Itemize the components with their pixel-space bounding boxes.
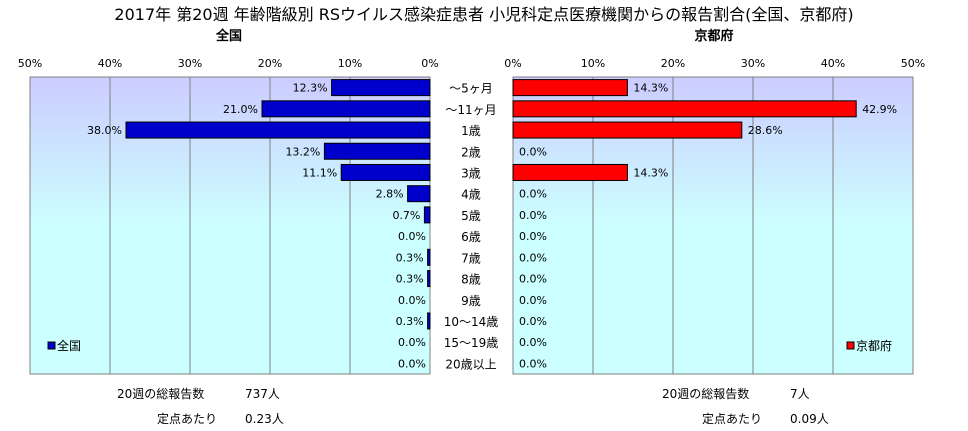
category-label: 5歳 <box>461 209 481 223</box>
national-bar <box>323 142 431 160</box>
national-legend-swatch <box>47 341 56 350</box>
kyoto-data-label: 0.0% <box>519 315 547 328</box>
kyoto-tick-label: 40% <box>821 57 845 70</box>
kyoto-data-label: 42.9% <box>862 103 897 116</box>
kyoto-tick-label: 30% <box>741 57 765 70</box>
kyoto-total-label: 20週の総報告数 <box>662 387 750 401</box>
national-bar <box>407 185 431 203</box>
category-label: 4歳 <box>461 188 481 202</box>
national-per-label: 定点あたり <box>157 412 218 426</box>
kyoto-bar <box>512 121 743 139</box>
kyoto-bar <box>512 163 628 181</box>
kyoto-data-label: 0.0% <box>519 357 547 370</box>
kyoto-data-label: 0.0% <box>519 336 547 349</box>
kyoto-bar <box>512 100 857 118</box>
national-bar <box>427 248 431 266</box>
category-label: 2歳 <box>461 145 481 159</box>
kyoto-data-label: 0.0% <box>519 251 547 264</box>
kyoto-per-value: 0.09人 <box>790 412 829 426</box>
kyoto-data-label: 0.0% <box>519 273 547 286</box>
national-legend-label: 全国 <box>57 338 81 353</box>
category-label: 3歳 <box>461 166 481 180</box>
national-tick-label: 40% <box>98 57 122 70</box>
national-tick-label: 10% <box>338 57 362 70</box>
category-label: 20歳以上 <box>445 357 496 371</box>
national-tick-label: 20% <box>258 57 282 70</box>
category-label: ～11ヶ月 <box>445 103 496 117</box>
kyoto-data-label: 0.0% <box>519 188 547 201</box>
national-data-label: 13.2% <box>285 145 320 158</box>
category-label: 6歳 <box>461 230 481 244</box>
national-bar <box>340 163 431 181</box>
national-tick-label: 50% <box>18 57 42 70</box>
kyoto-per-label: 定点あたり <box>702 412 763 426</box>
kyoto-data-label: 0.0% <box>519 294 547 307</box>
national-bar <box>125 121 431 139</box>
kyoto-tick-label: 10% <box>581 57 605 70</box>
national-data-label: 38.0% <box>87 124 122 137</box>
chart-title: 2017年 第20週 年齢階級別 RSウイルス感染症患者 小児科定点医療機関から… <box>114 5 853 24</box>
national-data-label: 0.3% <box>396 315 424 328</box>
national-bar <box>331 79 431 97</box>
national-data-label: 11.1% <box>302 166 337 179</box>
national-data-label: 0.0% <box>398 357 426 370</box>
kyoto-total-value: 7人 <box>790 387 810 401</box>
category-label: 9歳 <box>461 294 481 308</box>
national-bar <box>423 206 431 224</box>
national-data-label: 21.0% <box>223 103 258 116</box>
national-data-label: 0.0% <box>398 230 426 243</box>
national-tick-label: 0% <box>421 57 438 70</box>
kyoto-data-label: 14.3% <box>633 82 668 95</box>
national-data-label: 12.3% <box>293 82 328 95</box>
national-subtitle: 全国 <box>215 28 242 44</box>
national-tick-label: 30% <box>178 57 202 70</box>
category-label: 8歳 <box>461 273 481 287</box>
category-label: 15～19歳 <box>444 336 499 350</box>
kyoto-data-label: 0.0% <box>519 209 547 222</box>
national-bar <box>427 270 431 288</box>
national-data-label: 2.8% <box>376 188 404 201</box>
kyoto-data-label: 0.0% <box>519 145 547 158</box>
national-total-value: 737人 <box>245 387 280 401</box>
kyoto-bar <box>512 79 628 97</box>
national-bar <box>427 312 431 330</box>
national-data-label: 0.3% <box>396 251 424 264</box>
category-label: 1歳 <box>461 124 481 138</box>
kyoto-data-label: 0.0% <box>519 230 547 243</box>
kyoto-subtitle: 京都府 <box>694 28 733 44</box>
kyoto-legend-label: 京都府 <box>856 338 892 353</box>
kyoto-tick-label: 0% <box>504 57 521 70</box>
kyoto-tick-label: 20% <box>661 57 685 70</box>
national-data-label: 0.7% <box>392 209 420 222</box>
kyoto-tick-label: 50% <box>901 57 925 70</box>
kyoto-legend-swatch <box>846 341 855 350</box>
national-per-value: 0.23人 <box>245 412 284 426</box>
kyoto-data-label: 14.3% <box>633 166 668 179</box>
national-data-label: 0.0% <box>398 294 426 307</box>
kyoto-data-label: 28.6% <box>748 124 783 137</box>
category-label: ～5ヶ月 <box>449 82 493 96</box>
national-data-label: 0.0% <box>398 336 426 349</box>
category-label: 10～14歳 <box>444 315 499 329</box>
national-bar <box>261 100 431 118</box>
national-data-label: 0.3% <box>396 273 424 286</box>
national-total-label: 20週の総報告数 <box>117 387 205 401</box>
category-label: 7歳 <box>461 251 481 265</box>
